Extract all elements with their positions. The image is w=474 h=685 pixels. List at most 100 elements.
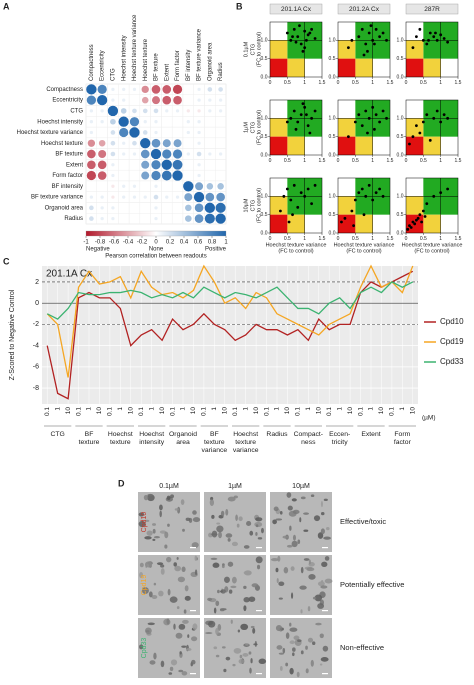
correlation-dot (218, 109, 223, 113)
organoid (164, 544, 168, 549)
organoid (303, 512, 309, 515)
point (378, 187, 381, 191)
organoid (230, 619, 233, 624)
correlation-dot (97, 171, 107, 180)
x-tick-label: 1 (439, 80, 442, 86)
colorbar-title: Pearson correlation between readouts (105, 254, 206, 260)
y-tick-label: 1.0 (329, 38, 336, 44)
row-label: Hoechst intensity (37, 119, 83, 125)
x-tick-label: 1 (86, 407, 93, 411)
matrix-cell (215, 137, 227, 149)
point (364, 109, 368, 113)
scale-bar (322, 610, 328, 612)
organoid (321, 561, 328, 568)
correlation-dot (119, 127, 129, 138)
organoid (144, 561, 153, 568)
organoid (151, 595, 158, 600)
organoid (153, 535, 160, 539)
organoid (292, 534, 296, 541)
organoid (225, 656, 231, 661)
organoid (321, 511, 325, 516)
organoid (235, 514, 238, 522)
zone (270, 40, 288, 59)
correlation-dot (97, 84, 107, 95)
matrix-cell (128, 169, 141, 182)
correlation-dot (89, 205, 94, 211)
point (364, 42, 368, 46)
correlation-dot (118, 116, 129, 127)
correlation-dot (194, 214, 204, 223)
y-tick-label: 0.0 (329, 152, 336, 158)
colorbar-label: Negative (86, 247, 110, 253)
organoid (181, 645, 187, 648)
correlation-dot (165, 195, 169, 199)
zone (287, 214, 305, 233)
organoid (215, 627, 219, 635)
x-tick-label: 1 (211, 407, 218, 411)
correlation-dot (173, 95, 182, 105)
organoid (168, 672, 173, 675)
organoid (211, 530, 218, 538)
matrix-cell (128, 213, 141, 225)
point (291, 35, 294, 39)
column-label: Form factor (175, 50, 181, 81)
row-label: BF intensity (52, 184, 83, 190)
point (292, 27, 296, 31)
y-tick-label: 0.0 (261, 152, 268, 158)
x-tick-label: 0.5 (420, 80, 427, 86)
zone (270, 214, 288, 233)
correlation-dot (154, 120, 158, 124)
organoid (297, 539, 301, 544)
organoid (153, 582, 157, 586)
point (421, 209, 425, 213)
organoid (320, 585, 328, 589)
correlation-dot (86, 95, 97, 105)
y-tick-label: 1.0 (329, 194, 336, 200)
x-tick-label: 0.1 (107, 407, 114, 416)
row-label: (FC to control) (256, 110, 262, 145)
x-tick-label: 1.5 (387, 158, 394, 164)
matrix-cell (161, 126, 173, 139)
point (303, 46, 307, 50)
matrix-cell (204, 126, 216, 139)
correlation-dot (197, 163, 201, 167)
point (418, 27, 422, 31)
organoid (249, 530, 254, 536)
matrix-cell (171, 202, 184, 214)
organoid (248, 651, 252, 655)
facet-strip (405, 3, 459, 15)
correlation-dot (153, 108, 159, 114)
x-tick-label: 1 (305, 407, 312, 411)
correlation-dot (150, 148, 162, 160)
organoid (221, 564, 225, 569)
correlation-dot (110, 130, 116, 135)
matrix-cell (204, 116, 216, 128)
column-label: BF texture (154, 53, 160, 81)
organoid (238, 658, 245, 664)
y-tick-label: 0.0 (397, 74, 404, 80)
correlation-dot (132, 140, 137, 146)
column-title: 201.2A Cx (349, 6, 380, 13)
correlation-dot (87, 160, 96, 170)
matrix-cell (139, 213, 151, 225)
matrix-cell (161, 180, 173, 192)
point (366, 131, 369, 135)
point (428, 138, 432, 142)
organoid (191, 542, 199, 548)
point (360, 124, 364, 128)
zone (270, 136, 288, 155)
x-tick-label: 1.5 (319, 236, 326, 242)
point (385, 38, 388, 42)
point (425, 42, 429, 46)
organoid (289, 640, 295, 645)
correlation-dot (111, 184, 115, 188)
point (439, 33, 443, 37)
organoid (276, 578, 279, 584)
organoid (217, 623, 222, 631)
organoid (255, 556, 263, 564)
correlation-dot (141, 171, 150, 180)
point (285, 187, 289, 191)
matrix-cell (128, 159, 141, 171)
organoid (139, 571, 144, 579)
point (432, 116, 436, 120)
